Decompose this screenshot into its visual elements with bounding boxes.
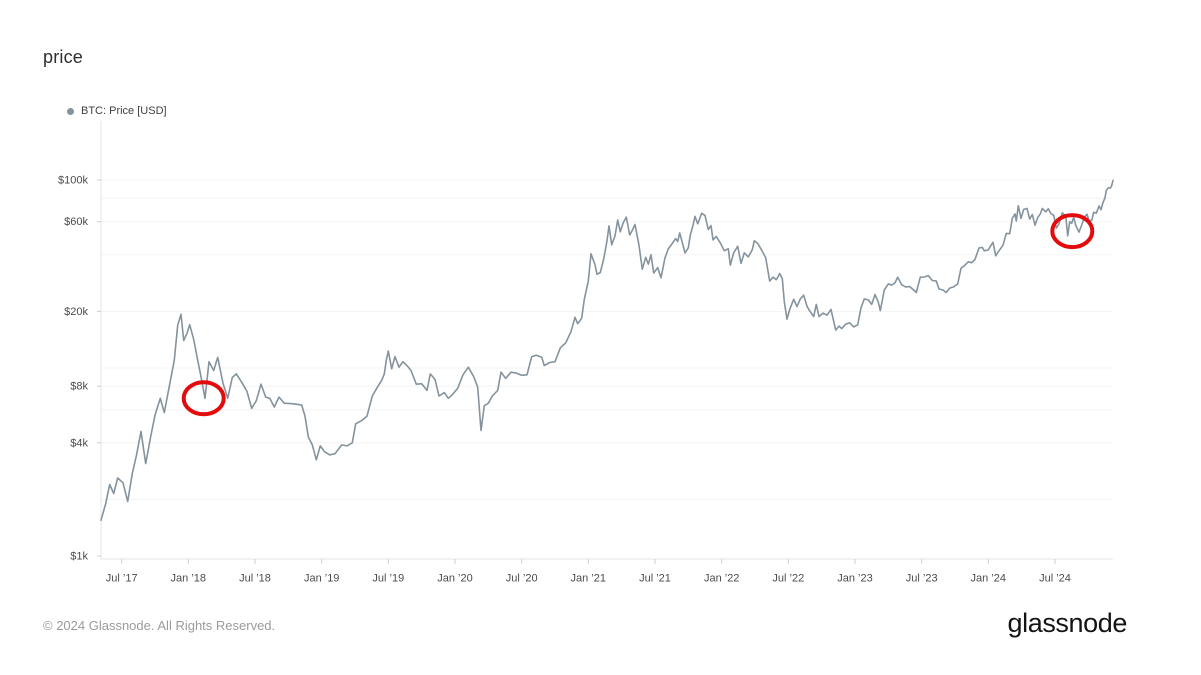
x-axis-label: Jan ’20 [437, 573, 472, 585]
x-axis-label: Jul ’24 [1039, 573, 1071, 585]
x-axis-label: Jul ’23 [906, 573, 938, 585]
y-axis-label: $20k [64, 306, 88, 318]
annotation-circle [181, 380, 226, 417]
x-axis-label: Jan ’21 [571, 573, 606, 585]
x-axis-label: Jan ’19 [304, 573, 339, 585]
price-line [100, 179, 1114, 522]
x-axis-label: Jan ’18 [171, 573, 206, 585]
x-axis-label: Jul ’22 [772, 573, 804, 585]
x-axis-label: Jul ’18 [239, 573, 271, 585]
x-axis-label: Jul ’17 [106, 573, 138, 585]
legend-dot-icon [67, 107, 74, 115]
x-axis-label: Jan ’22 [704, 573, 739, 585]
legend-label: BTC: Price [USD] [81, 105, 167, 117]
y-axis-label: $100k [58, 175, 88, 187]
y-axis-label: $60k [64, 216, 88, 228]
y-axis-label: $4k [70, 437, 88, 449]
annotation-circle [1050, 213, 1095, 250]
glassnode-logo: glassnode [1007, 608, 1128, 638]
x-axis-label: Jan ’23 [837, 573, 872, 585]
chart-legend[interactable]: BTC: Price [USD] [67, 105, 167, 117]
x-axis-label: Jul ’21 [639, 573, 671, 585]
axis-border [100, 121, 1113, 560]
x-axis-label: Jul ’20 [506, 573, 538, 585]
x-axis-label: Jan ’24 [971, 573, 1006, 585]
page-title: price [43, 47, 84, 67]
copyright-text: © 2024 Glassnode. All Rights Reserved. [43, 618, 276, 633]
y-axis-label: $8k [70, 381, 88, 393]
y-axis-label: $1k [70, 551, 88, 563]
x-axis-label: Jul ’19 [372, 573, 404, 585]
